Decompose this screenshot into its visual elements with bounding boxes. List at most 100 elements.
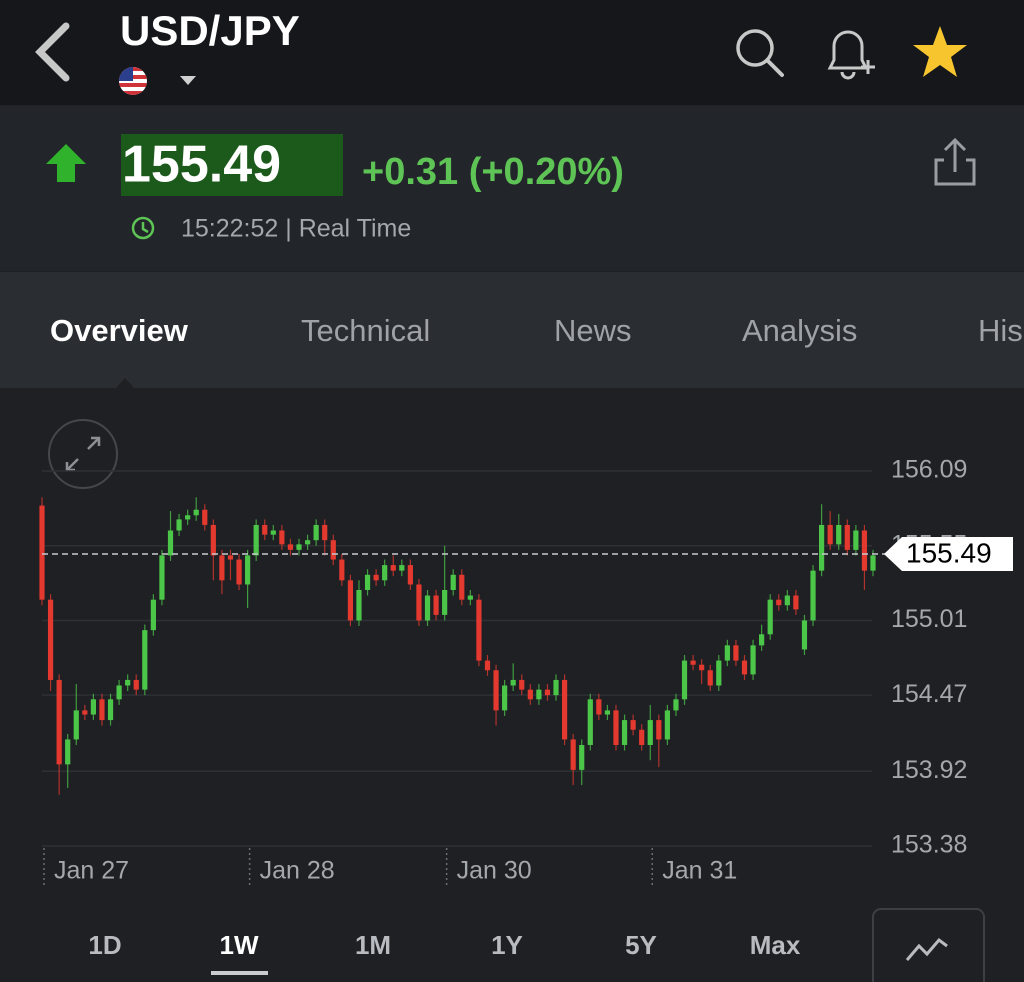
period-button[interactable]: 1D <box>88 930 121 960</box>
candle-body <box>776 599 782 606</box>
price: 155.49 <box>122 136 281 194</box>
candle-body <box>484 660 491 671</box>
flag[interactable] <box>119 67 147 95</box>
dropdown-caret[interactable] <box>180 76 196 85</box>
y-tick-label: 156.09 <box>891 456 967 484</box>
candle-body <box>673 699 679 711</box>
period-button[interactable]: 5Y <box>625 930 657 960</box>
candle-body <box>476 599 482 661</box>
x-tick-label: Jan 28 <box>260 857 335 885</box>
back-button[interactable] <box>35 22 70 82</box>
candle-body <box>527 689 533 700</box>
candle-body <box>73 710 79 740</box>
candle-body <box>844 524 850 550</box>
candle-body <box>699 664 705 671</box>
candle-body <box>664 710 670 740</box>
candle-body <box>861 530 868 571</box>
period-button-active[interactable]: 1W <box>220 930 259 960</box>
x-tick-label: Jan 31 <box>662 857 737 885</box>
y-tick-label: 153.92 <box>891 756 967 784</box>
candle-body <box>287 544 294 550</box>
candle-body <box>690 660 696 665</box>
period-button[interactable]: 1M <box>355 930 391 960</box>
y-tick-label: 155.01 <box>891 605 967 633</box>
candle-body <box>373 574 379 581</box>
candle-body <box>656 720 662 740</box>
tab[interactable]: Analysis <box>742 313 857 348</box>
candle-body <box>150 599 156 631</box>
y-tick-label: 153.38 <box>891 831 967 859</box>
tab[interactable]: His <box>978 313 1023 348</box>
candle-body <box>142 630 148 690</box>
candle-body <box>502 685 508 711</box>
candle-body <box>544 689 551 696</box>
candle-body <box>853 530 859 550</box>
candle-body <box>133 679 139 690</box>
candle-body <box>818 524 825 571</box>
tab[interactable]: News <box>554 313 632 348</box>
candle-body <box>159 555 165 600</box>
tab[interactable]: Technical <box>301 313 430 348</box>
period-button[interactable]: Max <box>750 930 801 960</box>
timestamp: 15:22:52 | Real Time <box>181 215 411 243</box>
candle-body <box>399 565 405 571</box>
tab-active[interactable]: Overview <box>50 313 189 348</box>
candle-body <box>733 645 739 661</box>
candle-body <box>382 565 388 581</box>
candle-body <box>407 565 413 585</box>
candle-body <box>330 540 336 560</box>
x-tick-label: Jan 27 <box>54 857 129 885</box>
candle-body <box>416 584 422 621</box>
candle-body <box>570 739 576 770</box>
candle-body <box>767 599 773 635</box>
candle-body <box>424 595 431 621</box>
candle-body <box>210 524 216 556</box>
alert-button[interactable] <box>827 30 875 80</box>
x-tick-label: Jan 30 <box>457 857 532 885</box>
top-bar <box>0 0 1024 105</box>
candle-body <box>681 660 688 700</box>
candle-body <box>759 634 765 646</box>
candle-body <box>613 710 619 745</box>
candle-body <box>442 590 448 615</box>
search-button[interactable] <box>736 29 784 77</box>
candle-body <box>364 574 371 591</box>
candle-body <box>185 515 191 520</box>
candle-body <box>579 744 585 770</box>
favorite-star[interactable] <box>913 26 967 77</box>
last-price-tag <box>884 537 1013 572</box>
candle-body <box>176 519 182 531</box>
candle-body <box>227 555 234 560</box>
share-button[interactable] <box>934 137 976 186</box>
candle-body <box>870 555 876 571</box>
candle-body <box>724 645 730 661</box>
period-button[interactable]: 1Y <box>491 930 523 960</box>
chart-plot: 153.38153.92154.47155.01155.55156.09Jan … <box>39 456 1013 886</box>
candle-body <box>836 524 842 545</box>
candle-body <box>116 685 122 700</box>
y-tick-label: 154.47 <box>891 680 967 708</box>
candle-body <box>827 524 833 545</box>
candle-body <box>621 720 628 745</box>
chart-type-button[interactable] <box>872 908 985 982</box>
candle-body <box>587 699 593 745</box>
candle-body <box>493 670 499 711</box>
period-underline <box>211 971 268 975</box>
tab-bar <box>0 272 1024 388</box>
symbol: USD/JPY <box>120 7 300 54</box>
candle-body <box>304 540 311 545</box>
candle-body <box>339 559 345 581</box>
candle-body <box>707 670 713 686</box>
clock-icon <box>131 216 155 240</box>
candle-body <box>604 710 611 715</box>
candle-body <box>270 530 276 535</box>
candle-body <box>553 679 559 696</box>
candle-body <box>193 509 199 516</box>
candle-body <box>202 509 208 525</box>
candle-body <box>99 699 105 721</box>
candle-body <box>433 595 439 615</box>
candle-body <box>630 720 636 730</box>
tab-indicator <box>116 378 134 388</box>
expand-button[interactable] <box>48 419 118 489</box>
